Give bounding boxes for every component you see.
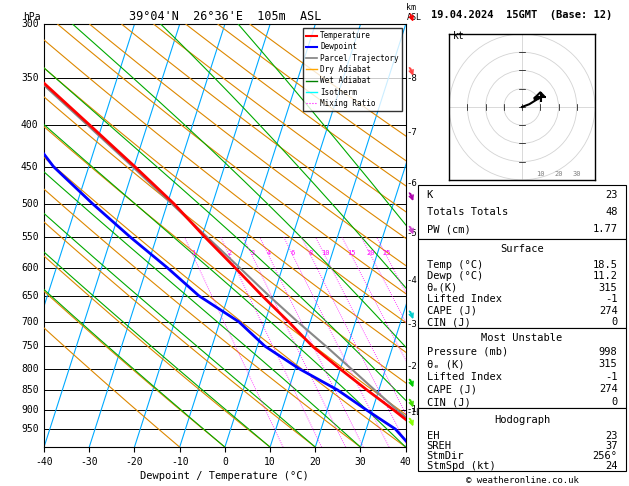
Text: -1LCL: -1LCL: [406, 408, 431, 417]
Text: 650: 650: [21, 291, 38, 301]
Text: -1: -1: [605, 372, 618, 382]
Text: Surface: Surface: [500, 244, 544, 254]
Text: -1: -1: [406, 405, 417, 414]
Text: Lifted Index: Lifted Index: [426, 372, 501, 382]
Text: CIN (J): CIN (J): [426, 317, 470, 327]
Text: 450: 450: [21, 162, 38, 172]
Text: 700: 700: [21, 317, 38, 327]
Text: 850: 850: [21, 385, 38, 395]
Text: CIN (J): CIN (J): [426, 397, 470, 407]
Text: 1: 1: [191, 250, 196, 256]
Text: 750: 750: [21, 341, 38, 351]
Text: 2: 2: [228, 250, 231, 256]
Text: -4: -4: [406, 276, 417, 285]
Text: -7: -7: [406, 128, 417, 137]
Text: -8: -8: [406, 74, 417, 83]
Text: 6: 6: [291, 250, 295, 256]
Text: kt: kt: [453, 32, 465, 41]
Text: -5: -5: [406, 229, 417, 239]
Text: 400: 400: [21, 121, 38, 130]
X-axis label: Dewpoint / Temperature (°C): Dewpoint / Temperature (°C): [140, 471, 309, 481]
Text: 315: 315: [599, 283, 618, 293]
Text: 0: 0: [611, 397, 618, 407]
Text: 800: 800: [21, 364, 38, 374]
Bar: [418, 185, 626, 239]
Text: 274: 274: [599, 384, 618, 395]
Text: 4: 4: [267, 250, 271, 256]
Text: CAPE (J): CAPE (J): [426, 306, 477, 316]
Text: θₑ(K): θₑ(K): [426, 283, 458, 293]
Text: Totals Totals: Totals Totals: [426, 207, 508, 217]
Text: © weatheronline.co.uk: © weatheronline.co.uk: [465, 476, 579, 485]
Text: 3: 3: [250, 250, 254, 256]
Text: EH: EH: [426, 431, 439, 441]
Text: -1: -1: [605, 295, 618, 304]
Text: SREH: SREH: [426, 441, 452, 451]
Text: 256°: 256°: [593, 451, 618, 461]
Text: -3: -3: [406, 320, 417, 330]
Text: 48: 48: [605, 207, 618, 217]
Text: 20: 20: [554, 171, 563, 177]
Text: 15: 15: [347, 250, 356, 256]
Text: 500: 500: [21, 199, 38, 208]
Text: 23: 23: [605, 431, 618, 441]
Text: 23: 23: [605, 190, 618, 200]
Text: 550: 550: [21, 232, 38, 242]
Text: 30: 30: [572, 171, 581, 177]
Text: 950: 950: [21, 424, 38, 434]
Text: 19.04.2024  15GMT  (Base: 12): 19.04.2024 15GMT (Base: 12): [431, 10, 613, 20]
Text: 350: 350: [21, 73, 38, 84]
Text: Lifted Index: Lifted Index: [426, 295, 501, 304]
Text: km
ASL: km ASL: [406, 3, 421, 22]
Text: Hodograph: Hodograph: [494, 415, 550, 425]
Bar: [418, 239, 626, 328]
Text: 18.5: 18.5: [593, 260, 618, 270]
Text: StmDir: StmDir: [426, 451, 464, 461]
Title: 39°04'N  26°36'E  105m  ASL: 39°04'N 26°36'E 105m ASL: [129, 10, 321, 23]
Text: 20: 20: [367, 250, 376, 256]
Text: Most Unstable: Most Unstable: [481, 333, 563, 343]
Text: StmSpd (kt): StmSpd (kt): [426, 461, 496, 471]
Text: Dewp (°C): Dewp (°C): [426, 272, 483, 281]
Text: 10: 10: [321, 250, 330, 256]
Text: 24: 24: [605, 461, 618, 471]
Text: 8: 8: [309, 250, 313, 256]
Bar: [418, 328, 626, 408]
Text: 600: 600: [21, 263, 38, 273]
Text: 11.2: 11.2: [593, 272, 618, 281]
Text: 0: 0: [611, 317, 618, 327]
Text: 900: 900: [21, 405, 38, 415]
Text: 1.77: 1.77: [593, 224, 618, 234]
Text: 37: 37: [605, 441, 618, 451]
Legend: Temperature, Dewpoint, Parcel Trajectory, Dry Adiabat, Wet Adiabat, Isotherm, Mi: Temperature, Dewpoint, Parcel Trajectory…: [303, 28, 402, 111]
Text: 300: 300: [21, 19, 38, 29]
Text: -2: -2: [406, 363, 417, 371]
Text: Temp (°C): Temp (°C): [426, 260, 483, 270]
Text: K: K: [426, 190, 433, 200]
Text: Mixing Ratio (g/kg): Mixing Ratio (g/kg): [434, 188, 443, 283]
Text: 315: 315: [599, 359, 618, 369]
Text: 274: 274: [599, 306, 618, 316]
Text: -6: -6: [406, 179, 417, 188]
Text: 998: 998: [599, 347, 618, 357]
Text: θₑ (K): θₑ (K): [426, 359, 464, 369]
Text: PW (cm): PW (cm): [426, 224, 470, 234]
Text: 25: 25: [382, 250, 391, 256]
Text: Pressure (mb): Pressure (mb): [426, 347, 508, 357]
Text: CAPE (J): CAPE (J): [426, 384, 477, 395]
Bar: [418, 408, 626, 471]
Text: hPa: hPa: [23, 12, 40, 22]
Text: 10: 10: [536, 171, 545, 177]
